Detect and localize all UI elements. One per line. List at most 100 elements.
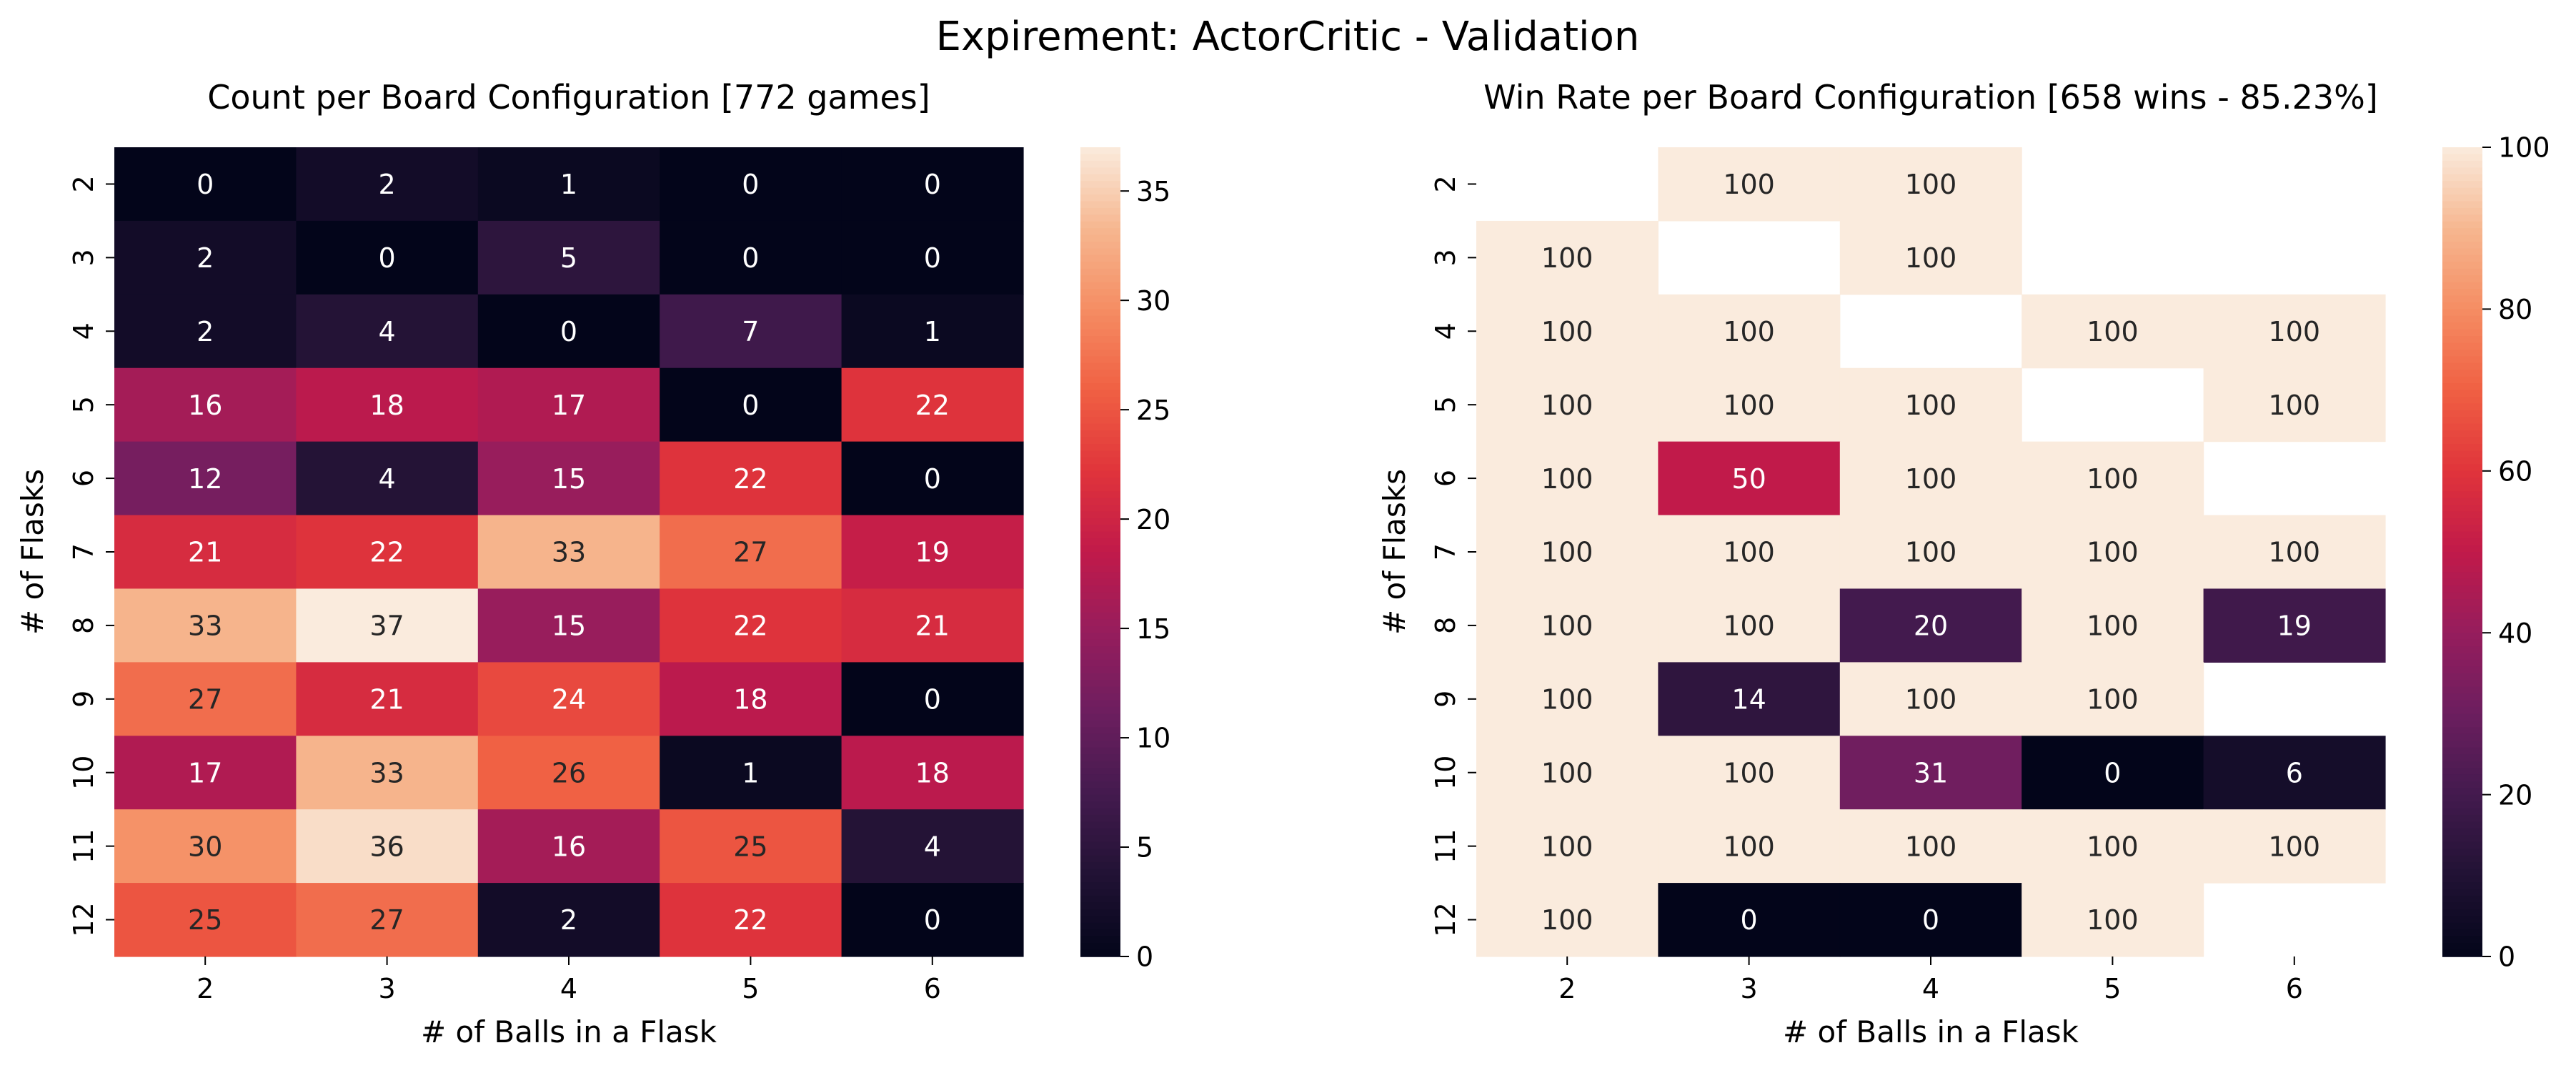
colorbar-segment bbox=[1080, 882, 1120, 890]
cell-value-label: 2 bbox=[197, 242, 214, 274]
colorbar-segment bbox=[1080, 470, 1120, 479]
colorbar-segment bbox=[1080, 268, 1120, 277]
colorbar-segment bbox=[2442, 605, 2482, 613]
cell-value-label: 19 bbox=[915, 537, 950, 568]
colorbar-segment bbox=[2442, 498, 2482, 505]
colorbar-segment bbox=[1080, 741, 1120, 748]
y-tick-label: 4 bbox=[68, 322, 99, 340]
heatmap-cell bbox=[660, 220, 842, 295]
cell-value-label: 100 bbox=[1541, 537, 1593, 568]
colorbar-segment bbox=[1080, 336, 1120, 344]
cell-value-label: 100 bbox=[2087, 463, 2139, 495]
colorbar-segment bbox=[2442, 309, 2482, 317]
heatmap-cell bbox=[2021, 294, 2204, 369]
colorbar-segment bbox=[1080, 889, 1120, 896]
cell-value-label: 100 bbox=[1723, 169, 1775, 200]
y-tick-label: 4 bbox=[1430, 322, 1461, 340]
colorbar-segment bbox=[2442, 646, 2482, 654]
colorbar-segment bbox=[1080, 531, 1120, 539]
y-tick-label: 9 bbox=[68, 691, 99, 708]
colorbar-segment bbox=[1080, 181, 1120, 189]
colorbar-segment bbox=[1080, 430, 1120, 438]
cell-value-label: 100 bbox=[1905, 537, 1957, 568]
cell-value-label: 100 bbox=[1723, 831, 1775, 862]
colorbar-segment bbox=[2442, 268, 2482, 277]
heatmap-cell bbox=[114, 367, 297, 442]
colorbar-segment bbox=[1080, 417, 1120, 425]
colorbar-segment bbox=[1080, 282, 1120, 290]
colorbar-segment bbox=[1080, 673, 1120, 681]
cell-value-label: 4 bbox=[379, 316, 396, 347]
colorbar-segment bbox=[1080, 383, 1120, 391]
heatmap-cell bbox=[1839, 220, 2022, 295]
cell-value-label: 0 bbox=[924, 242, 941, 274]
heatmap-title: Win Rate per Board Configuration [658 wi… bbox=[1483, 78, 2378, 117]
colorbar-segment bbox=[1080, 626, 1120, 633]
colorbar-tick-label: 10 bbox=[1136, 723, 1170, 754]
heatmap-cell bbox=[1476, 294, 1659, 369]
colorbar-segment bbox=[2442, 336, 2482, 344]
cell-value-label: 100 bbox=[1541, 831, 1593, 862]
y-tick-label: 2 bbox=[1430, 175, 1461, 192]
colorbar-segment bbox=[2442, 578, 2482, 586]
heatmap-cell bbox=[477, 441, 660, 516]
x-tick-label: 5 bbox=[2104, 973, 2121, 1004]
cell-value-label: 0 bbox=[924, 463, 941, 495]
cell-value-label: 12 bbox=[188, 463, 222, 495]
cell-value-label: 100 bbox=[2269, 316, 2321, 347]
colorbar-segment bbox=[1080, 801, 1120, 809]
colorbar-segment bbox=[1080, 916, 1120, 924]
cell-value-label: 6 bbox=[2286, 757, 2303, 788]
heatmap-cell bbox=[2021, 441, 2204, 516]
heatmap-cell bbox=[841, 147, 1024, 222]
colorbar-segment bbox=[1080, 234, 1120, 242]
heatmap-cell bbox=[841, 736, 1024, 810]
cell-value-label: 25 bbox=[188, 904, 222, 936]
cell-value-label: 21 bbox=[188, 537, 222, 568]
heatmap-cell bbox=[1476, 662, 1659, 736]
heatmap-cell bbox=[114, 736, 297, 810]
heatmap-cell bbox=[660, 367, 842, 442]
colorbar-segment bbox=[2442, 289, 2482, 297]
colorbar-segment bbox=[1080, 572, 1120, 580]
colorbar-segment bbox=[2442, 788, 2482, 796]
colorbar-tick-label: 30 bbox=[1136, 285, 1170, 317]
cell-value-label: 0 bbox=[1741, 904, 1758, 936]
y-tick-label: 5 bbox=[1430, 396, 1461, 413]
colorbar-segment bbox=[2442, 767, 2482, 776]
cell-value-label: 100 bbox=[1905, 831, 1957, 862]
colorbar-segment bbox=[2442, 861, 2482, 870]
colorbar-segment bbox=[2442, 207, 2482, 216]
colorbar-segment bbox=[1080, 450, 1120, 458]
colorbar-segment bbox=[1080, 814, 1120, 823]
colorbar-segment bbox=[1080, 370, 1120, 377]
colorbar-segment bbox=[2442, 808, 2482, 816]
cell-value-label: 2 bbox=[379, 169, 396, 200]
colorbar-segment bbox=[2442, 430, 2482, 438]
heatmap-cell bbox=[660, 294, 842, 369]
colorbar-segment bbox=[1080, 275, 1120, 283]
colorbar-segment bbox=[2442, 187, 2482, 195]
colorbar-segment bbox=[2442, 248, 2482, 256]
heatmap-cell bbox=[296, 294, 479, 369]
colorbar-segment bbox=[2442, 761, 2482, 768]
colorbar-segment bbox=[2442, 828, 2482, 836]
colorbar-segment bbox=[1080, 174, 1120, 182]
heatmap-cell bbox=[477, 294, 660, 369]
colorbar-segment bbox=[2442, 342, 2482, 350]
colorbar-segment bbox=[1080, 242, 1120, 249]
heatmap-cell bbox=[114, 588, 297, 663]
colorbar-segment bbox=[2442, 855, 2482, 863]
colorbar-segment bbox=[2442, 869, 2482, 876]
colorbar-segment bbox=[2442, 700, 2482, 708]
heatmap-cell bbox=[296, 736, 479, 810]
heatmap-cell bbox=[477, 883, 660, 957]
y-tick-label: 7 bbox=[1430, 543, 1461, 560]
colorbar-segment bbox=[1080, 693, 1120, 701]
colorbar-segment bbox=[2442, 322, 2482, 330]
colorbar-segment bbox=[2442, 221, 2482, 229]
cell-value-label: 0 bbox=[197, 169, 214, 200]
colorbar-segment bbox=[1080, 558, 1120, 566]
cell-value-label: 0 bbox=[560, 316, 577, 347]
colorbar-segment bbox=[2442, 262, 2482, 270]
